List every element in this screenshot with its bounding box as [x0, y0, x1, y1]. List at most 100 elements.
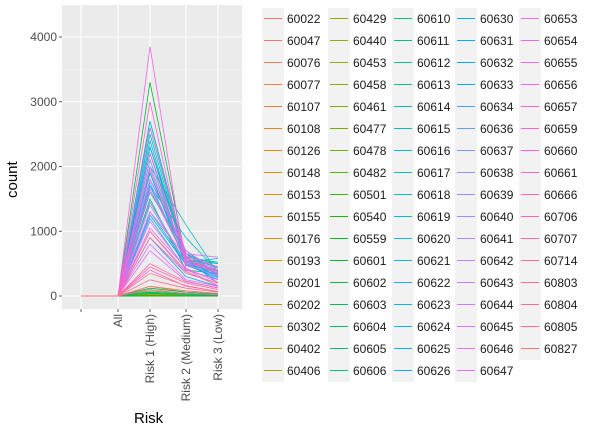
- legend-swatch: [330, 326, 348, 327]
- legend-label: 60657: [544, 100, 578, 114]
- legend-swatch: [330, 348, 348, 349]
- legend-swatch: [264, 40, 282, 41]
- legend-label: 60646: [480, 342, 514, 356]
- legend-swatch: [394, 106, 412, 107]
- legend-key: [519, 52, 541, 74]
- legend-key: [328, 140, 350, 162]
- legend-key: [262, 228, 284, 250]
- legend-label: 60604: [353, 320, 387, 334]
- legend-label: 60611: [417, 34, 450, 48]
- legend-swatch: [264, 128, 282, 129]
- legend-label: 60540: [353, 210, 387, 224]
- legend-key: [392, 52, 414, 74]
- legend-swatch: [521, 62, 539, 63]
- legend-key: [328, 228, 350, 250]
- legend-key: [392, 250, 414, 272]
- legend-label: 60402: [287, 342, 321, 356]
- legend-swatch: [264, 348, 282, 349]
- legend-label: 60636: [480, 122, 514, 136]
- legend-swatch: [264, 282, 282, 283]
- legend-swatch: [264, 304, 282, 305]
- legend-swatch: [457, 238, 475, 239]
- y-tick-label: 1000: [30, 224, 57, 238]
- legend-label: 60193: [287, 254, 321, 268]
- legend-label: 60153: [287, 188, 321, 202]
- legend-key: [392, 96, 414, 118]
- legend-key: [519, 294, 541, 316]
- legend-label: 60619: [417, 210, 451, 224]
- legend-swatch: [330, 62, 348, 63]
- y-tick-label: 3000: [30, 95, 57, 109]
- legend-key: [392, 162, 414, 184]
- legend: 60022 60047 60076 60077 60107 60108 60126 60148…: [262, 0, 593, 432]
- legend-label: 60176: [287, 232, 321, 246]
- legend-label: 60653: [544, 12, 578, 26]
- legend-label: 60647: [480, 364, 514, 378]
- legend-label: 60613: [417, 78, 451, 92]
- legend-label: 60706: [544, 210, 578, 224]
- legend-key: [519, 8, 541, 30]
- legend-label: 60630: [480, 12, 514, 26]
- legend-swatch: [521, 172, 539, 173]
- legend-swatch: [264, 216, 282, 217]
- legend-label: 60107: [287, 100, 321, 114]
- legend-label: 60621: [417, 254, 451, 268]
- legend-swatch: [521, 150, 539, 151]
- legend-label: 60615: [417, 122, 451, 136]
- legend-label: 60638: [480, 166, 514, 180]
- legend-swatch: [394, 40, 412, 41]
- legend-swatch: [521, 304, 539, 305]
- legend-swatch: [264, 172, 282, 173]
- legend-swatch: [457, 106, 475, 107]
- legend-key: [328, 316, 350, 338]
- legend-label: 60644: [480, 298, 514, 312]
- legend-key: [328, 250, 350, 272]
- legend-label: 60624: [417, 320, 451, 334]
- legend-key: [455, 272, 477, 294]
- legend-label: 60620: [417, 232, 451, 246]
- legend-key: [519, 272, 541, 294]
- legend-swatch: [457, 304, 475, 305]
- legend-label: 60659: [544, 122, 578, 136]
- legend-label: 60202: [287, 298, 321, 312]
- y-tick-label: 2000: [30, 160, 57, 174]
- legend-label: 60661: [544, 166, 578, 180]
- legend-swatch: [521, 326, 539, 327]
- legend-swatch: [264, 84, 282, 85]
- legend-label: 60477: [353, 122, 387, 136]
- legend-label: 60642: [480, 254, 514, 268]
- legend-key: [519, 74, 541, 96]
- legend-key: [455, 162, 477, 184]
- legend-key: [392, 140, 414, 162]
- legend-label: 60633: [480, 78, 514, 92]
- legend-swatch: [521, 106, 539, 107]
- legend-key: [328, 74, 350, 96]
- legend-key: [455, 184, 477, 206]
- legend-key: [519, 184, 541, 206]
- legend-label: 60605: [353, 342, 387, 356]
- legend-swatch: [521, 348, 539, 349]
- legend-label: 60406: [287, 364, 321, 378]
- legend-label: 60640: [480, 210, 514, 224]
- legend-label: 60601: [353, 254, 387, 268]
- legend-swatch: [330, 238, 348, 239]
- legend-label: 60666: [544, 188, 578, 202]
- legend-swatch: [521, 194, 539, 195]
- legend-swatch: [330, 150, 348, 151]
- legend-label: 60201: [287, 276, 321, 290]
- legend-swatch: [264, 326, 282, 327]
- legend-key: [262, 338, 284, 360]
- plot-panel: [62, 5, 242, 309]
- x-tick-label: Risk 1 (High): [143, 314, 157, 383]
- legend-swatch: [330, 106, 348, 107]
- legend-label: 60617: [417, 166, 451, 180]
- line-chart: 0 1000 2000 3000 4000 All Risk 1 (High) Risk 2 …: [30, 5, 242, 401]
- legend-swatch: [264, 260, 282, 261]
- legend-label: 60707: [544, 232, 578, 246]
- legend-swatch: [457, 194, 475, 195]
- legend-key: [519, 316, 541, 338]
- legend-swatch: [457, 326, 475, 327]
- legend-swatch: [394, 260, 412, 261]
- legend-key: [328, 52, 350, 74]
- legend-label: 60804: [544, 298, 578, 312]
